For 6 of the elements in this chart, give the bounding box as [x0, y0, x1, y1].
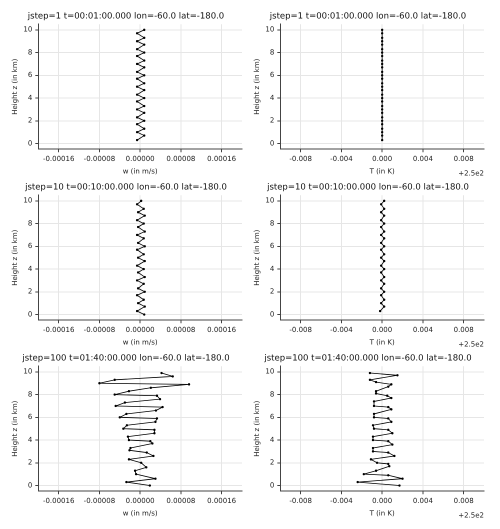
chart-title: jstep=100 t=01:40:00.000 lon=-60.0 lat=-180.0	[263, 353, 472, 364]
chart-title: jstep=10 t=00:10:00.000 lon=-60.0 lat=-180.0	[266, 182, 469, 192]
chart-title: jstep=10 t=00:10:00.000 lon=-60.0 lat=-180.0	[24, 182, 227, 192]
chart-title: jstep=1 t=00:01:00.000 lon=-60.0 lat=-180.0	[26, 11, 224, 22]
chart-title: jstep=100 t=01:40:00.000 lon=-60.0 lat=-180.0	[21, 353, 230, 364]
chart-title: jstep=1 t=00:01:00.000 lon=-60.0 lat=-180.0	[268, 11, 466, 22]
